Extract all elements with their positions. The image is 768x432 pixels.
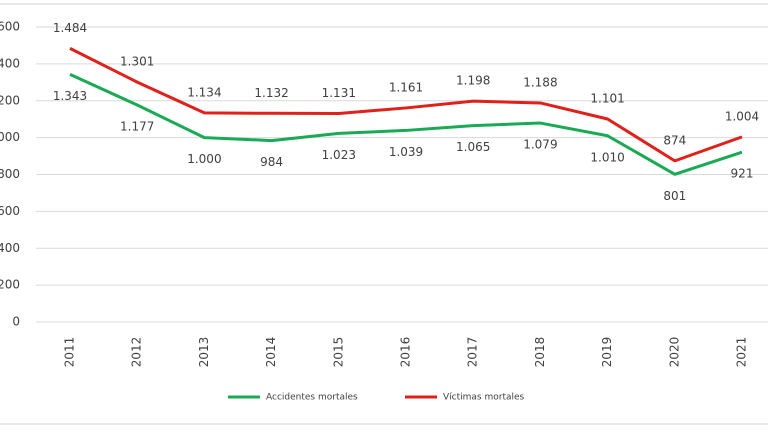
- data-label: 984: [260, 155, 283, 169]
- x-tick-label: 2018: [533, 337, 547, 368]
- data-label: 1.101: [590, 92, 624, 106]
- data-label: 1.161: [389, 80, 423, 94]
- data-label: 1.010: [590, 150, 624, 164]
- data-label: 1.134: [187, 85, 221, 99]
- data-label: 1.039: [389, 145, 423, 159]
- legend-label: Accidentes mortales: [266, 393, 358, 403]
- x-tick-label: 2013: [197, 337, 211, 368]
- x-tick-label: 2017: [466, 337, 480, 368]
- y-tick-label: 1.600: [0, 20, 20, 34]
- data-label: 1.198: [456, 74, 490, 88]
- data-label: 921: [731, 167, 754, 181]
- data-line: [69, 73, 743, 176]
- y-tick-label: 1.000: [0, 130, 20, 144]
- data-label: 1.023: [322, 148, 356, 162]
- y-tick-label: 1.400: [0, 56, 20, 70]
- legend-label: Víctimas mortales: [443, 393, 525, 403]
- y-tick-label: 600: [0, 204, 20, 218]
- x-tick-label: 2014: [264, 337, 278, 368]
- x-tick-label: 2011: [63, 337, 77, 368]
- data-label: 801: [663, 189, 686, 203]
- data-label: 1.079: [523, 138, 557, 152]
- data-label: 874: [663, 133, 686, 147]
- y-tick-label: 1.200: [0, 93, 20, 107]
- y-tick-label: 400: [0, 241, 20, 255]
- x-tick-label: 2012: [130, 337, 144, 368]
- data-label: 1.484: [53, 21, 87, 35]
- data-label: 1.177: [120, 119, 154, 133]
- x-tick-label: 2019: [600, 337, 614, 368]
- data-label: 1.065: [456, 140, 490, 154]
- data-line: [69, 47, 743, 163]
- y-tick-label: 800: [0, 167, 20, 181]
- x-tick-label: 2021: [735, 337, 749, 368]
- data-label: 1.343: [53, 89, 87, 103]
- data-label: 1.188: [523, 75, 557, 89]
- x-tick-label: 2015: [331, 337, 345, 368]
- x-tick-label: 2020: [667, 337, 681, 368]
- data-label: 1.301: [120, 55, 154, 69]
- data-label: 1.000: [187, 152, 221, 166]
- data-label: 1.132: [254, 86, 288, 100]
- data-label: 1.131: [322, 86, 356, 100]
- y-tick-label: 200: [0, 278, 20, 292]
- data-label: 1.004: [725, 109, 759, 123]
- y-tick-label: 0: [12, 315, 20, 329]
- x-tick-label: 2016: [399, 337, 413, 368]
